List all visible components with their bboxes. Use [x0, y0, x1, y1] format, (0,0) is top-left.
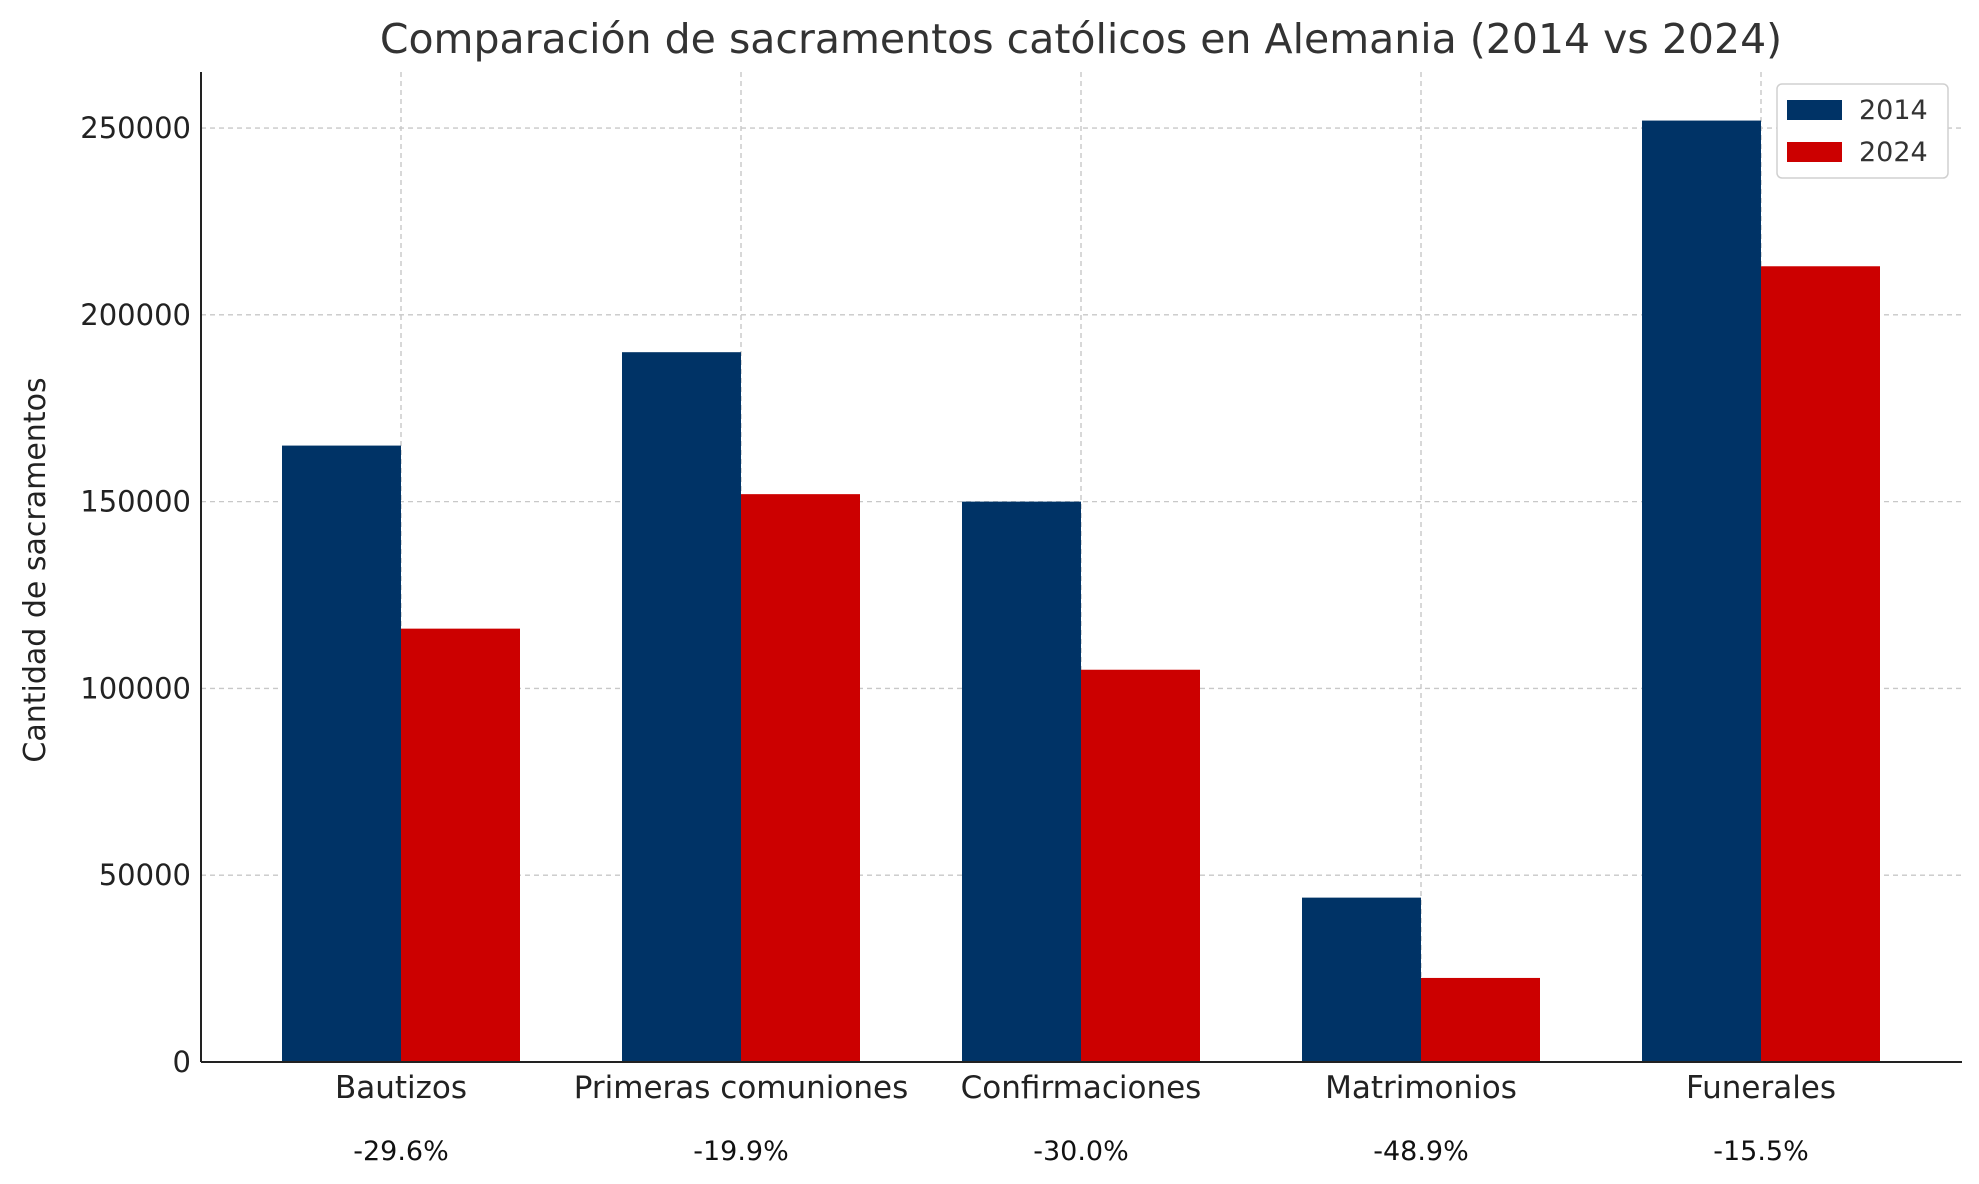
- y-tick-label: 0: [173, 1045, 191, 1079]
- bar-2024-matrimonios: [1421, 977, 1540, 1062]
- legend: 2014 2024: [1776, 83, 1949, 179]
- bar-2014-matrimonios: [1302, 897, 1421, 1062]
- bar-2024-bautizos: [401, 628, 520, 1062]
- y-tick-label: 50000: [99, 858, 191, 892]
- bar-2014-bautizos: [282, 445, 401, 1062]
- y-tick-label: 250000: [80, 111, 191, 145]
- bar-2014-primeras-comuniones: [622, 352, 741, 1062]
- chart-title: Comparación de sacramentos católicos en …: [380, 15, 1782, 63]
- legend-swatch-2014: [1787, 100, 1842, 120]
- bar-2014-confirmaciones: [962, 501, 1081, 1062]
- change-label: -19.9%: [693, 1136, 789, 1167]
- legend-swatch-2024: [1787, 142, 1842, 162]
- x-tick-label: Funerales: [1686, 1070, 1836, 1106]
- y-tick-label: 200000: [80, 298, 191, 332]
- y-tick-label: 150000: [80, 485, 191, 519]
- tick-labels: 0 50000 100000 150000 200000 250000 Bautizos Pr…: [80, 111, 1836, 1106]
- axes: [200, 72, 1962, 1063]
- bars: [282, 120, 1880, 1062]
- bar-2014-funerales: [1642, 120, 1761, 1062]
- bar-2024-confirmaciones: [1081, 669, 1200, 1062]
- change-label: -30.0%: [1033, 1136, 1129, 1167]
- y-tick-label: 100000: [80, 671, 191, 705]
- bar-2024-funerales: [1761, 266, 1880, 1062]
- change-labels: -29.6% -19.9% -30.0% -48.9% -15.5%: [353, 1136, 1809, 1167]
- legend-label: 2014: [1859, 95, 1928, 126]
- bar-2024-primeras-comuniones: [741, 494, 860, 1062]
- change-label: -48.9%: [1373, 1136, 1469, 1167]
- x-tick-label: Bautizos: [335, 1070, 467, 1106]
- legend-label: 2024: [1859, 137, 1928, 168]
- change-label: -29.6%: [353, 1136, 449, 1167]
- x-tick-label: Matrimonios: [1325, 1070, 1517, 1106]
- x-tick-label: Primeras comuniones: [574, 1070, 908, 1106]
- x-tick-label: Confirmaciones: [961, 1070, 1202, 1106]
- change-label: -15.5%: [1713, 1136, 1809, 1167]
- y-axis-label: Cantidad de sacramentos: [18, 377, 53, 762]
